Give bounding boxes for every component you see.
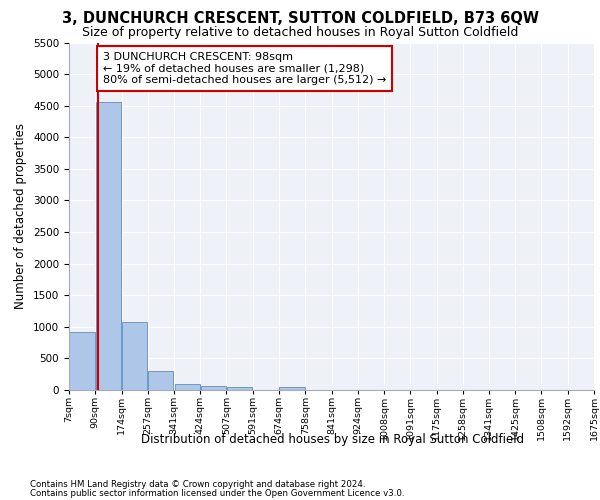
Text: 3, DUNCHURCH CRESCENT, SUTTON COLDFIELD, B73 6QW: 3, DUNCHURCH CRESCENT, SUTTON COLDFIELD,… [62, 11, 539, 26]
Text: Size of property relative to detached houses in Royal Sutton Coldfield: Size of property relative to detached ho… [82, 26, 518, 39]
Text: Contains HM Land Registry data © Crown copyright and database right 2024.: Contains HM Land Registry data © Crown c… [30, 480, 365, 489]
Bar [280, 386, 305, 390]
Bar [227, 386, 252, 390]
Text: Contains public sector information licensed under the Open Government Licence v3: Contains public sector information licen… [30, 489, 404, 498]
Bar [95, 102, 121, 390]
Bar [122, 322, 147, 390]
Bar [148, 370, 173, 390]
Y-axis label: Number of detached properties: Number of detached properties [14, 123, 28, 309]
Bar [200, 386, 226, 390]
Bar [70, 332, 95, 390]
Bar [175, 384, 200, 390]
Text: Distribution of detached houses by size in Royal Sutton Coldfield: Distribution of detached houses by size … [142, 432, 524, 446]
Text: 3 DUNCHURCH CRESCENT: 98sqm
← 19% of detached houses are smaller (1,298)
80% of : 3 DUNCHURCH CRESCENT: 98sqm ← 19% of det… [103, 52, 386, 85]
